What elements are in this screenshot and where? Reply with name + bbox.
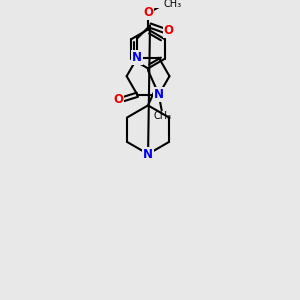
Text: N: N [143, 148, 153, 160]
Text: N: N [154, 88, 164, 101]
Text: CH₃: CH₃ [154, 111, 172, 121]
Text: N: N [132, 51, 142, 64]
Text: O: O [113, 93, 123, 106]
Text: O: O [164, 24, 173, 37]
Text: O: O [143, 6, 153, 20]
Text: CH₃: CH₃ [164, 0, 182, 9]
